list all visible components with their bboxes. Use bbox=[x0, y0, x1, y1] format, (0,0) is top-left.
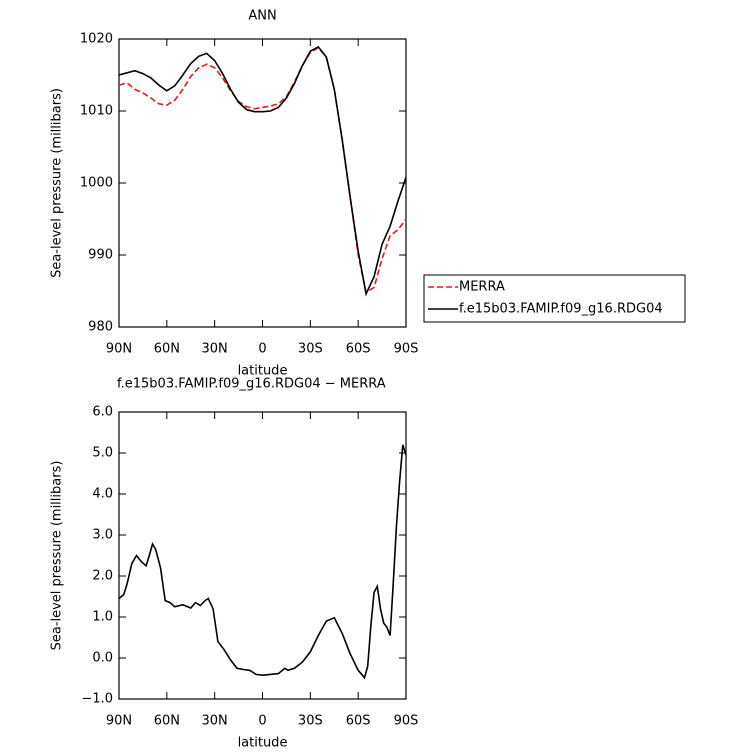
y-tick-label: 1010 bbox=[80, 104, 113, 119]
y-tick-label: 5.0 bbox=[92, 446, 113, 461]
plot-frame bbox=[118, 411, 407, 700]
x-tick-label: 90S bbox=[394, 714, 419, 729]
y-axis-label: Sea-level pressure (millibars) bbox=[50, 88, 65, 278]
x-tick-label: 60S bbox=[346, 342, 371, 357]
y-tick-label: 3.0 bbox=[92, 528, 113, 543]
y-tick-label: −1.0 bbox=[81, 692, 113, 707]
y-tick-label: 990 bbox=[88, 248, 113, 263]
legend-box bbox=[423, 274, 686, 323]
y-tick-label: 1000 bbox=[80, 176, 113, 191]
legend-label: f.e15b03.FAMIP.f09_g16.RDG04 bbox=[459, 302, 663, 317]
legend-label: MERRA bbox=[459, 280, 505, 295]
x-axis-label: latitude bbox=[238, 736, 288, 751]
y-tick-label: 2.0 bbox=[92, 569, 113, 584]
y-tick-label: 4.0 bbox=[92, 487, 113, 502]
y-tick-label: 1020 bbox=[80, 32, 113, 47]
x-tick-label: 90N bbox=[106, 714, 132, 729]
y-tick-label: 6.0 bbox=[92, 405, 113, 420]
x-tick-label: 30N bbox=[202, 342, 228, 357]
x-tick-label: 0 bbox=[258, 714, 266, 729]
chart-title: f.e15b03.FAMIP.f09_g16.RDG04 − MERRA bbox=[117, 377, 386, 392]
data-line bbox=[118, 444, 407, 680]
x-tick-label: 60S bbox=[346, 714, 371, 729]
x-tick-label: 30S bbox=[298, 714, 323, 729]
x-tick-label: 60N bbox=[154, 714, 180, 729]
x-tick-label: 0 bbox=[258, 342, 266, 357]
data-line bbox=[118, 45, 407, 297]
x-tick-label: 60N bbox=[154, 342, 180, 357]
data-line bbox=[118, 46, 407, 294]
x-tick-label: 90N bbox=[106, 342, 132, 357]
x-tick-label: 90S bbox=[394, 342, 419, 357]
y-axis-label: Sea-level pressure (millibars) bbox=[50, 461, 65, 651]
x-tick-label: 30N bbox=[202, 714, 228, 729]
plot-frame bbox=[118, 38, 407, 328]
x-axis-label: latitude bbox=[238, 364, 288, 379]
y-tick-label: 980 bbox=[88, 320, 113, 335]
x-tick-label: 30S bbox=[298, 342, 323, 357]
chart-title: ANN bbox=[248, 9, 276, 24]
y-tick-label: 0.0 bbox=[92, 651, 113, 666]
y-tick-label: 1.0 bbox=[92, 610, 113, 625]
